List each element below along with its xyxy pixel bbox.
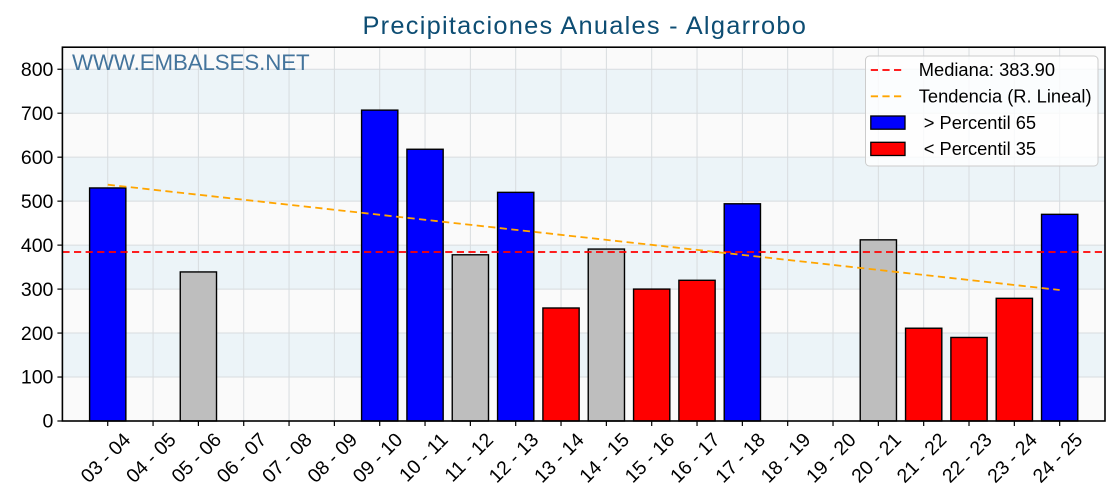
svg-text:Tendencia (R. Lineal): Tendencia (R. Lineal) xyxy=(919,86,1092,107)
svg-text:500: 500 xyxy=(21,191,54,213)
svg-text:800: 800 xyxy=(21,59,54,81)
svg-text:< Percentil 35: < Percentil 35 xyxy=(924,138,1036,159)
svg-text:WWW.EMBALSES.NET: WWW.EMBALSES.NET xyxy=(72,50,310,75)
svg-text:300: 300 xyxy=(21,279,54,301)
svg-text:700: 700 xyxy=(21,103,54,125)
svg-text:600: 600 xyxy=(21,147,54,169)
svg-text:400: 400 xyxy=(21,235,54,257)
svg-text:200: 200 xyxy=(21,323,54,345)
svg-text:Mediana: 383.90: Mediana: 383.90 xyxy=(919,59,1055,80)
svg-text:Precipitaciones Anuales - Alga: Precipitaciones Anuales - Algarrobo xyxy=(363,12,808,40)
svg-text:> Percentil 65: > Percentil 65 xyxy=(924,112,1036,133)
svg-text:0: 0 xyxy=(43,411,54,433)
svg-text:100: 100 xyxy=(21,367,54,389)
